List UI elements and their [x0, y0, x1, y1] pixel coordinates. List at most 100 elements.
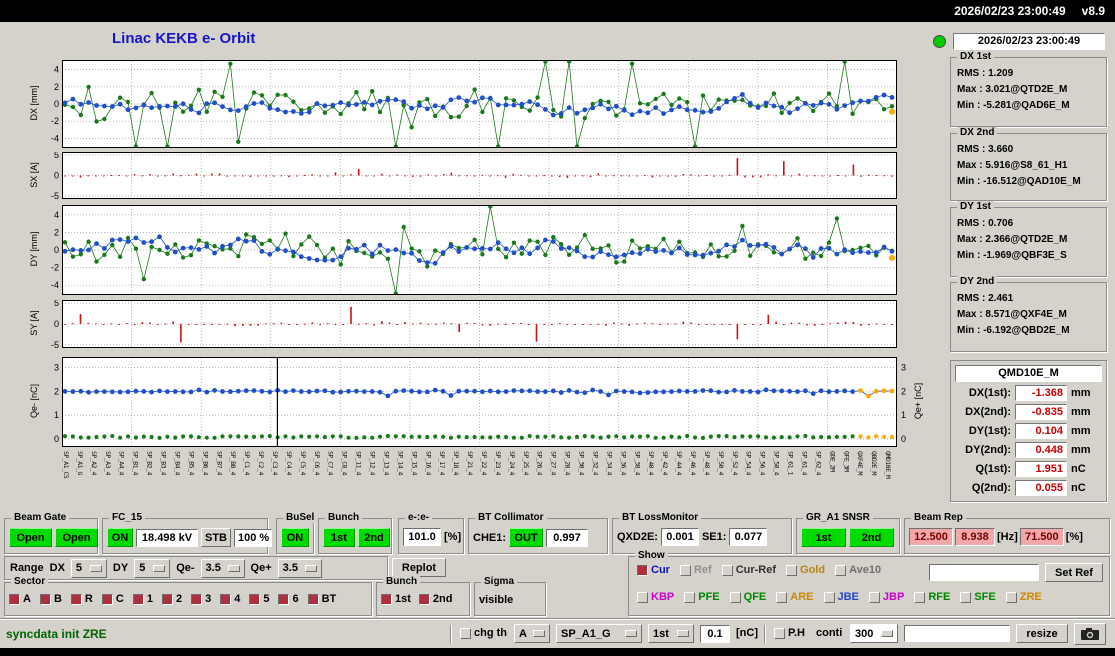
show-jbe-checkbox[interactable]	[823, 591, 835, 603]
monitor-row-label: DX(1st):	[968, 387, 1011, 399]
show-ave10-checkbox[interactable]	[835, 564, 847, 576]
show-sfe-checkbox[interactable]	[960, 591, 972, 603]
monitor-row-unit: mm	[1071, 387, 1091, 399]
bpm-label: SP_46_4	[689, 451, 697, 475]
bunch-1st-checkbox-item[interactable]: 1st	[381, 593, 411, 605]
sector-3-checkbox[interactable]	[191, 593, 203, 605]
show-ave10-item[interactable]: Ave10	[835, 564, 881, 576]
fc15-group-label: FC_15	[109, 512, 146, 523]
bunch-1st-checkbox[interactable]	[381, 593, 392, 605]
show-jbp-checkbox[interactable]	[868, 591, 880, 603]
show-sfe-item[interactable]: SFE	[960, 591, 996, 603]
svg-text:3: 3	[54, 363, 59, 373]
gr-snsr-1st-button[interactable]: 1st	[801, 528, 846, 547]
busel-on-button[interactable]: ON	[281, 528, 309, 547]
svg-text:1: 1	[54, 410, 59, 420]
gr-snsr-2nd-button[interactable]: 2nd	[849, 528, 894, 547]
replot-button[interactable]: Replot	[392, 558, 446, 577]
show-jbe-item[interactable]: JBE	[823, 591, 859, 603]
sector-select-dropdown[interactable]: A	[514, 624, 550, 643]
show-rfe-item[interactable]: RFE	[914, 591, 950, 603]
range-qe-plus-dropdown[interactable]: 3.5	[277, 558, 322, 578]
show-jbp-item[interactable]: JBP	[868, 591, 904, 603]
chg-th-checkbox[interactable]	[460, 627, 471, 639]
sector-r-checkbox[interactable]	[70, 593, 82, 605]
sector-a-checkbox[interactable]	[9, 593, 20, 605]
show-kbp-item[interactable]: KBP	[637, 591, 674, 603]
statusbar-entry[interactable]	[904, 625, 1010, 642]
range-dx-dropdown[interactable]: 5	[70, 558, 107, 578]
bunch-1st-button[interactable]: 1st	[323, 528, 355, 547]
show-pfe-checkbox[interactable]	[684, 591, 696, 603]
show-pfe-item[interactable]: PFE	[684, 591, 720, 603]
beam-gate-open-2-button[interactable]: Open	[55, 528, 98, 547]
sector-bt-item[interactable]: BT	[307, 593, 336, 605]
sector-6-checkbox[interactable]	[278, 593, 290, 605]
sector-5-checkbox[interactable]	[249, 593, 261, 605]
show-zre-checkbox[interactable]	[1005, 591, 1017, 603]
sector-c-item[interactable]: C	[101, 593, 124, 605]
show-qfe-item[interactable]: QFE	[729, 591, 766, 603]
bunch-2nd-checkbox-item[interactable]: 2nd	[418, 593, 452, 605]
show-cur-ref-item[interactable]: Cur-Ref	[721, 564, 776, 576]
sector-2-item[interactable]: 2	[161, 593, 182, 605]
sector-1-item[interactable]: 1	[132, 593, 153, 605]
sector-3-item[interactable]: 3	[191, 593, 211, 605]
sector-1-checkbox[interactable]	[132, 593, 144, 605]
sector-r-item[interactable]: R	[70, 593, 93, 605]
sx-axis-label: SX [A]	[29, 162, 39, 188]
show-cur-item[interactable]: Cur	[637, 564, 670, 576]
show-are-checkbox[interactable]	[776, 591, 788, 603]
fc15-stb-button[interactable]: STB	[201, 528, 231, 547]
chg-th-checkbox-item[interactable]: chg th	[460, 627, 507, 639]
ph-checkbox-item[interactable]: P.H	[774, 627, 805, 639]
sector-4-checkbox[interactable]	[220, 593, 232, 605]
bunch-2nd-checkbox[interactable]	[418, 593, 430, 605]
show-are-item[interactable]: ARE	[776, 591, 814, 603]
show-qfe-checkbox[interactable]	[729, 591, 741, 603]
show-zre-item[interactable]: ZRE	[1005, 591, 1042, 603]
busel-group-label: BuSel	[283, 512, 318, 523]
show-gold-item[interactable]: Gold	[786, 564, 825, 576]
threshold-entry[interactable]: 0.1	[700, 625, 730, 643]
show-cur-checkbox[interactable]	[637, 564, 648, 576]
stat-min: Min : -1.969@QBF3E_S	[957, 250, 1067, 261]
resize-button[interactable]: resize	[1016, 624, 1068, 643]
sector-b-item[interactable]: B	[39, 593, 62, 605]
sector-a-item[interactable]: A	[9, 593, 31, 605]
count-dropdown[interactable]: 300	[850, 624, 898, 643]
ref-name-entry[interactable]	[929, 564, 1039, 581]
conti-label[interactable]: conti	[816, 627, 843, 639]
window-titlebar: 2026/02/23 23:00:49 v8.9	[0, 0, 1115, 22]
range-qe-minus-dropdown[interactable]: 3.5	[200, 558, 245, 578]
monitor-row-unit: nC	[1071, 482, 1086, 494]
fc15-on-button[interactable]: ON	[107, 528, 133, 547]
ph-checkbox[interactable]	[774, 627, 785, 639]
show-group-label: Show	[635, 550, 668, 561]
che1-out-button[interactable]: OUT	[509, 528, 544, 547]
bpm-select-dropdown[interactable]: SP_A1_G	[556, 624, 642, 643]
stat-min: Min : -6.192@QBD2E_M	[957, 325, 1070, 336]
sector-5-item[interactable]: 5	[249, 593, 269, 605]
bpm-label: SP_26_4	[535, 451, 544, 475]
sector-b-checkbox[interactable]	[39, 593, 51, 605]
beam-gate-open-1-button[interactable]: Open	[9, 528, 52, 547]
sector-4-item[interactable]: 4	[220, 593, 240, 605]
range-dy-dropdown[interactable]: 5	[134, 558, 171, 578]
bpm-label: SP_C5_4	[298, 451, 307, 475]
show-ref-checkbox[interactable]	[679, 564, 691, 576]
screenshot-button[interactable]	[1074, 623, 1106, 645]
sector-bt-checkbox[interactable]	[307, 593, 319, 605]
sector-6-item[interactable]: 6	[278, 593, 299, 605]
sector-2-checkbox[interactable]	[161, 593, 173, 605]
bunch-2nd-button[interactable]: 2nd	[358, 528, 390, 547]
show-rfe-checkbox[interactable]	[914, 591, 926, 603]
sector-label: 6	[292, 593, 299, 605]
sector-c-checkbox[interactable]	[101, 593, 113, 605]
show-ref-item[interactable]: Ref	[679, 564, 712, 576]
show-cur-ref-checkbox[interactable]	[721, 564, 733, 576]
bunch-select-dropdown[interactable]: 1st	[648, 624, 694, 643]
show-gold-checkbox[interactable]	[786, 564, 798, 576]
show-kbp-checkbox[interactable]	[637, 591, 648, 603]
set-ref-button[interactable]: Set Ref	[1045, 563, 1103, 582]
